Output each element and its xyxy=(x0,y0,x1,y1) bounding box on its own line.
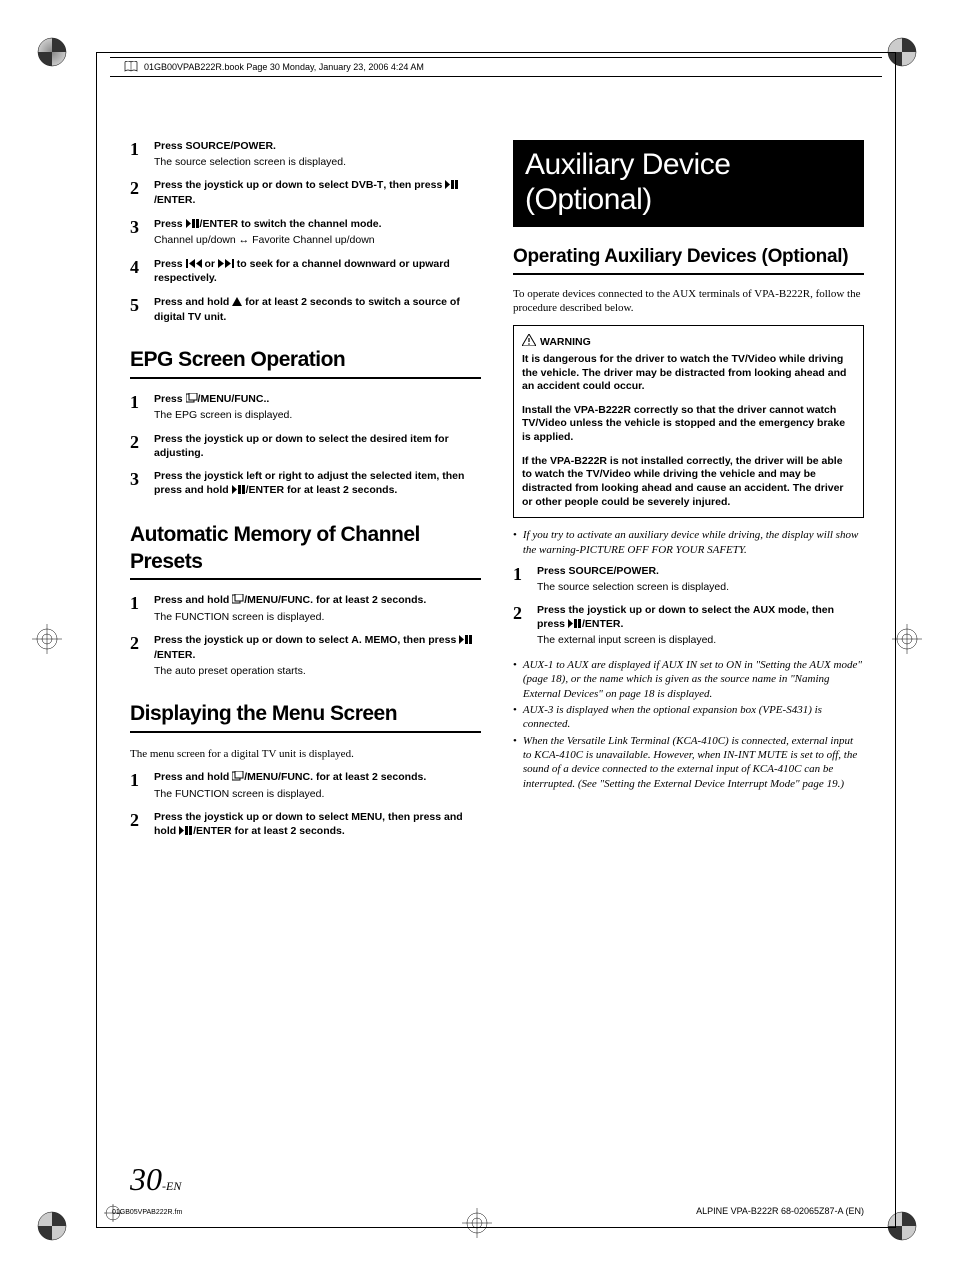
step-main: Press or to seek for a channel downward … xyxy=(154,258,481,286)
step-item: 1Press and hold /MENU/FUNC. for at least… xyxy=(130,771,481,801)
step-note: The external input screen is displayed. xyxy=(537,634,864,648)
step-main: Press and hold /MENU/FUNC. for at least … xyxy=(154,771,481,786)
step-note: The source selection screen is displayed… xyxy=(154,156,481,170)
warning-paragraph: Install the VPA-B222R correctly so that … xyxy=(522,404,855,445)
play-pause-icon xyxy=(186,219,200,233)
step-item: 3Press the joystick left or right to adj… xyxy=(130,470,481,498)
header-text: 01GB00VPAB222R.book Page 30 Monday, Janu… xyxy=(144,62,424,72)
step-number: 3 xyxy=(130,470,154,498)
menu-icon xyxy=(232,594,244,609)
step-item: 2Press the joystick up or down to select… xyxy=(130,179,481,207)
step-note: The EPG screen is displayed. xyxy=(154,409,481,423)
bullet-item: AUX-3 is displayed when the optional exp… xyxy=(513,703,864,732)
step-main: Press the joystick up or down to select … xyxy=(154,811,481,839)
play-pause-icon xyxy=(459,635,473,649)
warning-paragraph: It is dangerous for the driver to watch … xyxy=(522,353,855,394)
step-number: 2 xyxy=(130,811,154,839)
step-number: 1 xyxy=(513,565,537,594)
menu-intro: The menu screen for a digital TV unit is… xyxy=(130,747,481,761)
step-main: Press the joystick up or down to select … xyxy=(154,634,481,662)
bullet-item: AUX-1 to AUX are displayed if AUX IN set… xyxy=(513,658,864,701)
step-item: 3Press /ENTER to switch the channel mode… xyxy=(130,218,481,248)
steps-menu: 1Press and hold /MENU/FUNC. for at least… xyxy=(130,771,481,840)
page-number: 30-EN xyxy=(130,1161,181,1198)
warning-box: WARNING It is dangerous for the driver t… xyxy=(513,325,864,518)
page-content: 1Press SOURCE/POWER.The source selection… xyxy=(130,140,864,850)
step-number: 4 xyxy=(130,258,154,286)
step-item: 2Press the joystick up or down to select… xyxy=(130,811,481,839)
footer-filename: 01GB05VPAB222R.fm xyxy=(112,1209,182,1216)
steps-epg: 1Press /MENU/FUNC..The EPG screen is dis… xyxy=(130,393,481,499)
prev-icon xyxy=(186,259,202,273)
warning-title: WARNING xyxy=(540,336,591,350)
warning-icon xyxy=(522,334,536,351)
menu-icon xyxy=(232,771,244,786)
step-number: 5 xyxy=(130,296,154,324)
step-item: 2Press the joystick up or down to select… xyxy=(130,433,481,460)
step-number: 3 xyxy=(130,218,154,248)
step-main: Press the joystick up or down to select … xyxy=(537,604,864,632)
crop-mark-icon xyxy=(36,1210,68,1242)
step-item: 2Press the joystick up or down to select… xyxy=(513,604,864,648)
play-pause-icon xyxy=(232,485,246,499)
play-pause-icon xyxy=(445,180,459,194)
step-item: 1Press SOURCE/POWER. The source selection… xyxy=(513,565,864,594)
play-pause-icon xyxy=(179,826,193,840)
register-mark-icon xyxy=(892,624,922,654)
register-mark-icon xyxy=(32,624,62,654)
step-note: The FUNCTION screen is displayed. xyxy=(154,611,481,625)
book-icon xyxy=(124,61,138,74)
step-number: 2 xyxy=(130,433,154,460)
crop-mark-icon xyxy=(36,36,68,68)
step-note: The FUNCTION screen is displayed. xyxy=(154,788,481,802)
banner-title: Auxiliary Device (Optional) xyxy=(513,140,864,227)
next-icon xyxy=(218,259,234,273)
step-main: Press the joystick left or right to adju… xyxy=(154,470,481,498)
step-item: 4Press or to seek for a channel downward… xyxy=(130,258,481,286)
section-heading-epg: EPG Screen Operation xyxy=(130,346,481,378)
warning-paragraph: If the VPA-B222R is not installed correc… xyxy=(522,455,855,510)
subheading-operating: Operating Auxiliary Devices (Optional) xyxy=(513,245,864,275)
intro-text: To operate devices connected to the AUX … xyxy=(513,287,864,316)
up-icon xyxy=(232,297,242,311)
step-main: Press and hold /MENU/FUNC. for at least … xyxy=(154,594,481,609)
bullets-pre: If you try to activate an auxiliary devi… xyxy=(513,528,864,557)
step-number: 2 xyxy=(130,634,154,678)
step-main: Press the joystick up or down to select … xyxy=(154,433,481,460)
bullet-item: When the Versatile Link Terminal (KCA-41… xyxy=(513,734,864,791)
step-main: Press SOURCE/POWER. xyxy=(537,565,864,579)
bullets-post: AUX-1 to AUX are displayed if AUX IN set… xyxy=(513,658,864,791)
menu-icon xyxy=(186,393,198,408)
step-number: 1 xyxy=(130,594,154,624)
step-main: Press and hold for at least 2 seconds to… xyxy=(154,296,481,324)
bullet-item: If you try to activate an auxiliary devi… xyxy=(513,528,864,557)
step-main: Press the joystick up or down to select … xyxy=(154,179,481,207)
step-main: Press SOURCE/POWER. xyxy=(154,140,481,154)
step-note: The source selection screen is displayed… xyxy=(537,581,864,595)
step-number: 2 xyxy=(513,604,537,648)
steps-top: 1Press SOURCE/POWER. The source selection… xyxy=(130,140,481,324)
steps-right: 1Press SOURCE/POWER. The source selection… xyxy=(513,565,864,648)
right-column: Auxiliary Device (Optional) Operating Au… xyxy=(513,140,864,850)
step-number: 2 xyxy=(130,179,154,207)
header-bar: 01GB00VPAB222R.book Page 30 Monday, Janu… xyxy=(110,57,882,77)
step-main: Press /ENTER to switch the channel mode. xyxy=(154,218,481,233)
section-heading-auto: Automatic Memory of Channel Presets xyxy=(130,521,481,581)
step-number: 1 xyxy=(130,771,154,801)
step-item: 5Press and hold for at least 2 seconds t… xyxy=(130,296,481,324)
step-item: 1Press /MENU/FUNC..The EPG screen is dis… xyxy=(130,393,481,423)
left-column: 1Press SOURCE/POWER.The source selection… xyxy=(130,140,481,850)
step-item: 2Press the joystick up or down to select… xyxy=(130,634,481,678)
step-note: Channel up/down ↔ Favorite Channel up/do… xyxy=(154,234,481,248)
play-pause-icon xyxy=(568,619,582,633)
step-number: 1 xyxy=(130,393,154,423)
step-number: 1 xyxy=(130,140,154,169)
step-main: Press /MENU/FUNC.. xyxy=(154,393,481,408)
step-note: The auto preset operation starts. xyxy=(154,665,481,679)
footer-model: ALPINE VPA-B222R 68-02065Z87-A (EN) xyxy=(696,1206,864,1216)
step-item: 1Press SOURCE/POWER. The source selection… xyxy=(130,140,481,169)
steps-auto: 1Press and hold /MENU/FUNC. for at least… xyxy=(130,594,481,678)
section-heading-menu: Displaying the Menu Screen xyxy=(130,700,481,732)
step-item: 1Press and hold /MENU/FUNC. for at least… xyxy=(130,594,481,624)
